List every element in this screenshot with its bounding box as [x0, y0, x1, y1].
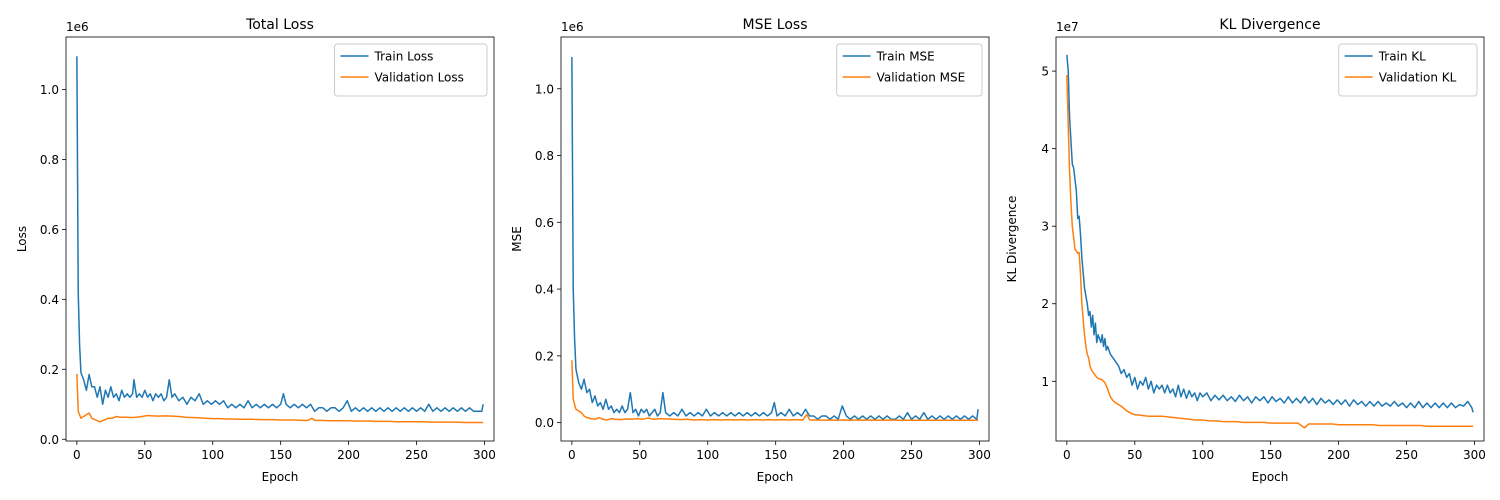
x-tick-label: 50 [632, 448, 647, 462]
y-tick-label: 0.4 [535, 283, 554, 297]
series-line-2 [76, 373, 484, 424]
series-line-1 [571, 57, 979, 421]
plot-frame [560, 36, 990, 442]
x-tick-label: 200 [337, 448, 360, 462]
axis-offset-text: 1e6 [561, 20, 584, 34]
y-tick-label: 1.0 [535, 82, 554, 96]
y-tick-label: 0.8 [535, 149, 554, 163]
legend-box [334, 43, 488, 97]
y-tick-label: 5 [1041, 65, 1049, 79]
legend-label: Train KL [1378, 50, 1426, 64]
x-tick-label: 250 [900, 448, 923, 462]
plot-frame [1055, 36, 1485, 442]
x-tick-label: 100 [201, 448, 224, 462]
x-tick-label: 100 [696, 448, 719, 462]
x-axis-label: Epoch [757, 470, 794, 484]
y-tick-label: 1 [1041, 375, 1049, 389]
x-tick-label: 150 [269, 448, 292, 462]
legend-label: Train Loss [374, 50, 434, 64]
x-tick-label: 100 [1191, 448, 1214, 462]
y-tick-label: 0.0 [40, 433, 59, 447]
y-tick-label: 0.4 [40, 293, 59, 307]
chart-panel-1: 0 50 100 150 200 250 300 0.0 0.2 0.4 0.6 0.8 1.0 1e6 T… [15, 17, 496, 484]
y-tick-label: 3 [1041, 220, 1049, 234]
x-tick-label: 0 [568, 448, 576, 462]
y-tick-label: 4 [1041, 142, 1049, 156]
x-tick-label: 300 [968, 448, 991, 462]
axis-offset-text: 1e7 [1056, 20, 1079, 34]
y-tick-label: 0.8 [40, 153, 59, 167]
x-tick-label: 150 [764, 448, 787, 462]
plot-frame [65, 36, 495, 442]
legend: Train Loss Validation Loss [334, 43, 488, 97]
x-tick-label: 0 [73, 448, 81, 462]
series-line-1 [76, 56, 484, 413]
legend: Train MSE Validation MSE [836, 43, 983, 97]
legend-label: Validation MSE [877, 71, 966, 85]
legend-label: Validation Loss [375, 71, 464, 85]
series-line-1 [1066, 54, 1474, 413]
series-line-2 [1066, 74, 1474, 429]
x-tick-label: 0 [1063, 448, 1071, 462]
x-tick-label: 250 [405, 448, 428, 462]
x-tick-label: 300 [1463, 448, 1486, 462]
chart-panel-3: 0 50 100 150 200 250 300 1 2 3 4 5 1e7 KL Divergence E… [1005, 17, 1486, 484]
y-tick-label: 0.6 [535, 216, 554, 230]
y-tick-label: 0.6 [40, 223, 59, 237]
x-tick-label: 300 [473, 448, 496, 462]
y-tick-label: 1.0 [40, 83, 59, 97]
y-tick-label: 0.0 [535, 416, 554, 430]
chart-title: Total Loss [245, 17, 314, 33]
x-tick-label: 250 [1395, 448, 1418, 462]
legend-label: Validation KL [1379, 71, 1457, 85]
legend: Train KL Validation KL [1338, 43, 1478, 97]
series-line-2 [571, 360, 979, 422]
legend-label: Train MSE [876, 50, 935, 64]
x-tick-label: 50 [137, 448, 152, 462]
y-axis-label: KL Divergence [1005, 196, 1019, 283]
chart-title: MSE Loss [743, 17, 808, 33]
y-tick-label: 2 [1041, 297, 1049, 311]
y-tick-label: 0.2 [535, 349, 554, 363]
legend-box [1338, 43, 1478, 97]
x-axis-label: Epoch [262, 470, 299, 484]
y-axis-label: MSE [510, 226, 524, 252]
y-tick-label: 0.2 [40, 363, 59, 377]
chart-title: KL Divergence [1219, 17, 1320, 33]
x-tick-label: 150 [1259, 448, 1282, 462]
x-tick-label: 200 [832, 448, 855, 462]
axis-offset-text: 1e6 [66, 20, 89, 34]
x-tick-label: 50 [1127, 448, 1142, 462]
x-tick-label: 200 [1327, 448, 1350, 462]
x-axis-label: Epoch [1252, 470, 1289, 484]
y-axis-label: Loss [15, 226, 29, 252]
chart-panel-2: 0 50 100 150 200 250 300 0.0 0.2 0.4 0.6 0.8 1.0 1e6 M… [510, 17, 991, 484]
legend-box [836, 43, 983, 97]
